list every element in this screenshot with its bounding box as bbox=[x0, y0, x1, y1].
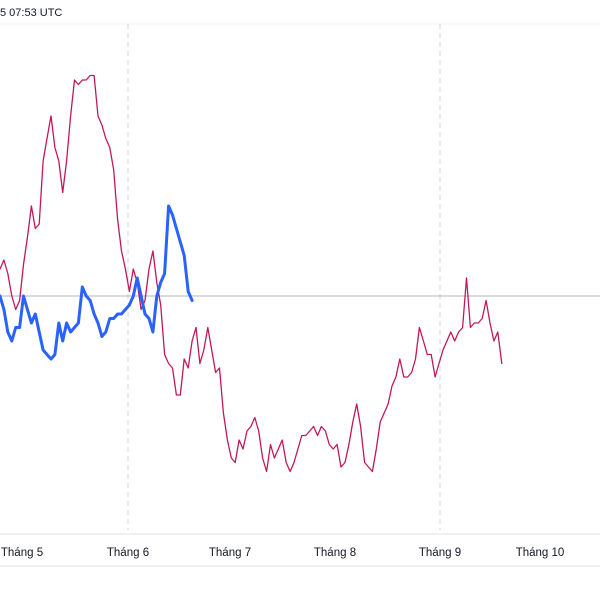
series-line-pink bbox=[0, 74, 503, 473]
x-tick-label: Tháng 10 bbox=[516, 547, 565, 559]
chart-grid bbox=[0, 23, 600, 567]
series-layer bbox=[0, 74, 503, 473]
x-tick-label: Tháng 6 bbox=[107, 547, 149, 559]
x-tick-label: Tháng 9 bbox=[419, 547, 461, 559]
x-tick-label: Tháng 5 bbox=[1, 547, 43, 559]
x-tick-label: Tháng 8 bbox=[314, 547, 356, 559]
series-line-blue bbox=[0, 204, 194, 361]
x-axis: Tháng 5 Tháng 6 Tháng 7 Tháng 8 Tháng 9 Tháng… bbox=[1, 547, 564, 559]
timestamp-label: 5 07:53 UTC bbox=[0, 7, 63, 19]
x-tick-label: Tháng 7 bbox=[209, 547, 251, 559]
